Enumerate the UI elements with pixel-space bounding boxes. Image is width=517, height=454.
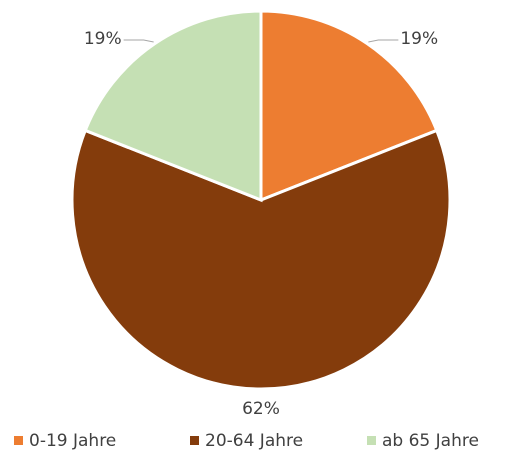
pie-slice <box>259 9 439 203</box>
legend-label: 0-19 Jahre <box>29 431 116 451</box>
legend-swatch <box>367 436 376 445</box>
legend-label: 20-64 Jahre <box>205 431 303 451</box>
data-label: 19% <box>84 29 122 49</box>
leader-line <box>123 39 154 43</box>
legend-swatch <box>14 436 23 445</box>
pie-slice <box>83 9 263 203</box>
legend-label: ab 65 Jahre <box>382 431 479 451</box>
data-label: 19% <box>400 29 438 49</box>
pie-slice <box>70 128 452 391</box>
leader-line <box>368 39 399 43</box>
data-label: 62% <box>242 399 280 419</box>
legend-swatch <box>190 436 199 445</box>
